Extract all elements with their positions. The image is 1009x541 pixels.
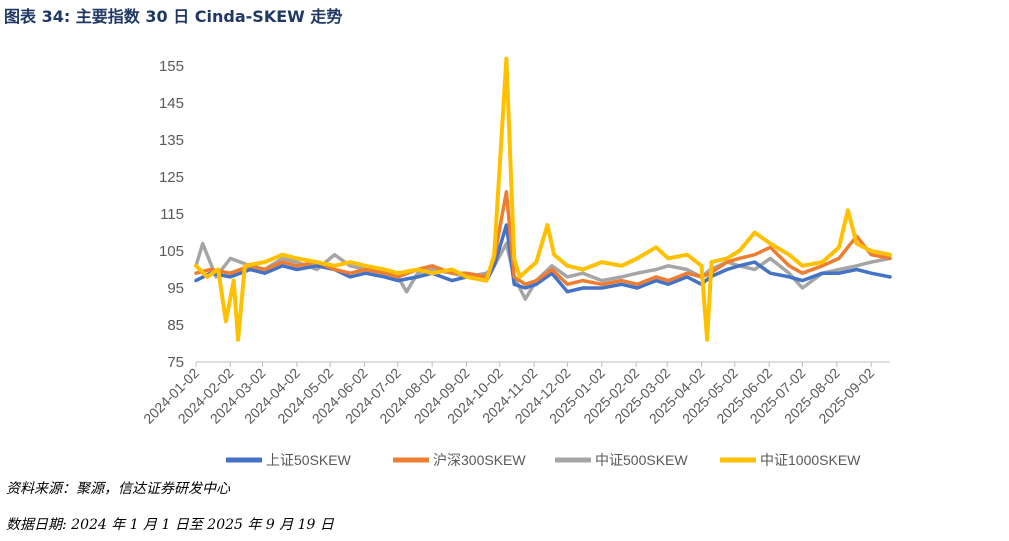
legend-label: 上证50SKEW — [266, 452, 352, 468]
series-lines — [194, 56, 892, 342]
x-axis: 2024-01-022024-02-022024-03-022024-04-02… — [140, 361, 890, 427]
y-axis: 75 85 95 105 115 125 135 145 155 — [159, 58, 184, 371]
y-tick-label: 115 — [160, 206, 184, 223]
legend-label: 中证500SKEW — [595, 452, 688, 468]
y-tick-label: 125 — [159, 169, 184, 186]
legend: 上证50SKEW 沪深300SKEW 中证500SKEW 中证1000SKEW — [226, 452, 861, 468]
series-line-1 — [194, 223, 892, 294]
y-tick-label: 95 — [167, 280, 184, 297]
date-range-note: 数据日期: 2024 年 1 月 1 日至 2025 年 9 月 19 日 — [6, 517, 334, 533]
series-line-4 — [194, 56, 892, 342]
source-note: 资料来源：聚源，信达证券研发中心 — [6, 481, 230, 497]
y-tick-label: 75 — [167, 354, 184, 371]
skew-line-chart: 75 85 95 105 115 125 135 145 155 2024-01-022024-… — [140, 56, 892, 468]
legend-label: 沪深300SKEW — [433, 452, 526, 468]
y-tick-label: 85 — [167, 317, 184, 334]
legend-label: 中证1000SKEW — [760, 452, 861, 468]
y-tick-label: 155 — [159, 58, 184, 75]
y-tick-label: 105 — [159, 243, 184, 260]
y-tick-label: 145 — [159, 95, 184, 112]
figure-title: 图表 34: 主要指数 30 日 Cinda-SKEW 走势 — [4, 7, 343, 26]
y-tick-label: 135 — [159, 132, 184, 149]
